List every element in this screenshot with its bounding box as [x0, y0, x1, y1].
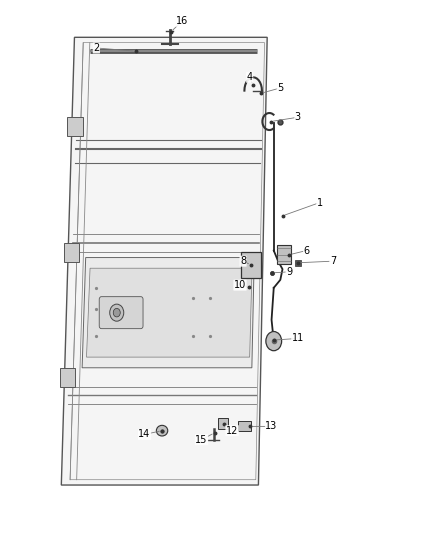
Polygon shape: [87, 268, 252, 357]
Text: 15: 15: [195, 435, 208, 445]
Text: 3: 3: [295, 112, 301, 122]
Text: 16: 16: [176, 17, 188, 26]
Circle shape: [110, 304, 124, 321]
Bar: [67, 117, 83, 136]
Text: 7: 7: [330, 256, 336, 266]
Text: 10: 10: [234, 280, 246, 290]
Text: 11: 11: [292, 334, 304, 343]
Bar: [277, 245, 291, 264]
Bar: [238, 421, 251, 431]
Text: 9: 9: [286, 267, 292, 277]
Text: 5: 5: [277, 83, 283, 93]
Bar: [218, 418, 228, 429]
Text: 12: 12: [226, 426, 238, 435]
Ellipse shape: [156, 425, 168, 436]
Text: 2: 2: [93, 43, 99, 53]
Text: 13: 13: [265, 422, 278, 431]
Bar: [241, 252, 261, 278]
FancyBboxPatch shape: [99, 297, 143, 329]
Circle shape: [113, 309, 120, 317]
Text: 8: 8: [240, 256, 246, 266]
Text: 1: 1: [317, 198, 323, 207]
Polygon shape: [82, 257, 254, 368]
Polygon shape: [61, 37, 267, 485]
Text: 4: 4: [247, 72, 253, 82]
Bar: [60, 368, 75, 387]
Circle shape: [266, 332, 282, 351]
Bar: [64, 243, 79, 262]
Text: 14: 14: [138, 430, 151, 439]
Text: 6: 6: [304, 246, 310, 255]
